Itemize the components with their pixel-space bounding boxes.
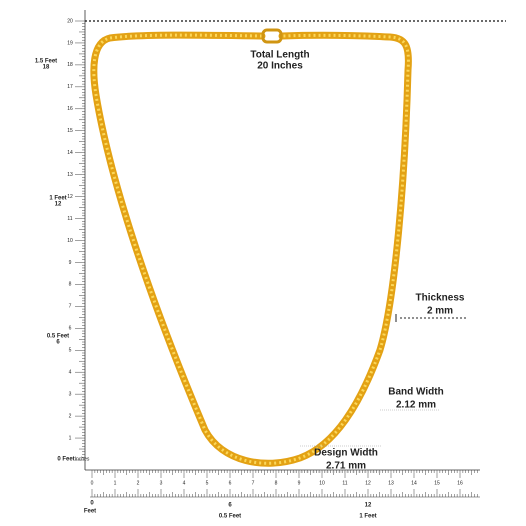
ruler-label: 15 [434, 480, 440, 486]
ruler-label: 16 [457, 480, 463, 486]
ruler-label: 10 [67, 238, 73, 244]
feet-label: Feet [84, 509, 96, 515]
feet-label: 1 Feet [49, 196, 66, 202]
inch-label: 12 [55, 202, 62, 208]
ruler-label: 15 [67, 128, 73, 134]
annotation-label: Band Width [388, 387, 443, 398]
ruler-label: 7 [252, 480, 255, 486]
clasp [261, 28, 283, 44]
annotation-value: 2 mm [427, 306, 453, 317]
ruler-label: 12 [67, 194, 73, 200]
chain [90, 28, 412, 467]
ruler-label: 7 [69, 304, 72, 310]
feet-label: 1.5 Feet [35, 59, 57, 65]
inch-label: 18 [43, 65, 50, 71]
feet-label: 0 Feet [57, 457, 74, 463]
ruler-label: 3 [69, 391, 72, 397]
ruler-label: 8 [275, 480, 278, 486]
inch-label: 6 [56, 340, 60, 346]
inch-label: 12 [365, 503, 372, 509]
ruler-label: 6 [69, 326, 72, 332]
ruler-label: 8 [69, 282, 72, 288]
ruler-label: 6 [229, 480, 232, 486]
annotation-value: 2.71 mm [326, 461, 366, 472]
inch-label: Inches [75, 456, 90, 462]
ruler-label: 13 [67, 172, 73, 178]
ruler-label: 4 [69, 370, 72, 376]
annotation-label: Thickness [416, 293, 465, 304]
ruler-label: 11 [342, 480, 347, 486]
annotation-label: Total Length [250, 50, 309, 61]
ruler-label: 5 [206, 480, 209, 486]
ruler-label: 1 [114, 480, 117, 486]
ruler-label: 2 [69, 413, 72, 419]
ruler-label: 14 [411, 480, 417, 486]
ruler-label: 20 [67, 18, 73, 24]
ruler-label: 5 [69, 348, 72, 354]
ruler-label: 2 [137, 480, 140, 486]
ruler-label: 13 [388, 480, 394, 486]
annotation-label: Design Width [314, 448, 378, 459]
ruler-label: 0 [91, 480, 94, 486]
ruler-label: 10 [319, 480, 325, 486]
ruler-label: 14 [67, 150, 73, 156]
ruler-label: 4 [183, 480, 186, 486]
annotation-value: 20 Inches [257, 61, 303, 72]
inch-label: 0 [90, 501, 94, 507]
annotation-value: 2.12 mm [396, 400, 436, 411]
ruler-label: 12 [365, 480, 371, 486]
chain-texture [92, 33, 410, 465]
ruler-label: 3 [160, 480, 163, 486]
ruler-label: 16 [67, 106, 73, 112]
feet-label: 1 Feet [359, 514, 376, 520]
ruler-label: 9 [298, 480, 301, 486]
ruler-label: 9 [69, 260, 72, 266]
ruler-label: 19 [67, 40, 73, 46]
ruler-label: 18 [67, 62, 73, 68]
ruler-label: 17 [67, 84, 73, 90]
inch-label: 6 [228, 503, 232, 509]
ruler-label: 1 [69, 435, 72, 441]
ruler-label: 11 [67, 216, 72, 222]
feet-label: 0.5 Feet [219, 514, 241, 520]
feet-label: 0.5 Feet [47, 334, 69, 340]
